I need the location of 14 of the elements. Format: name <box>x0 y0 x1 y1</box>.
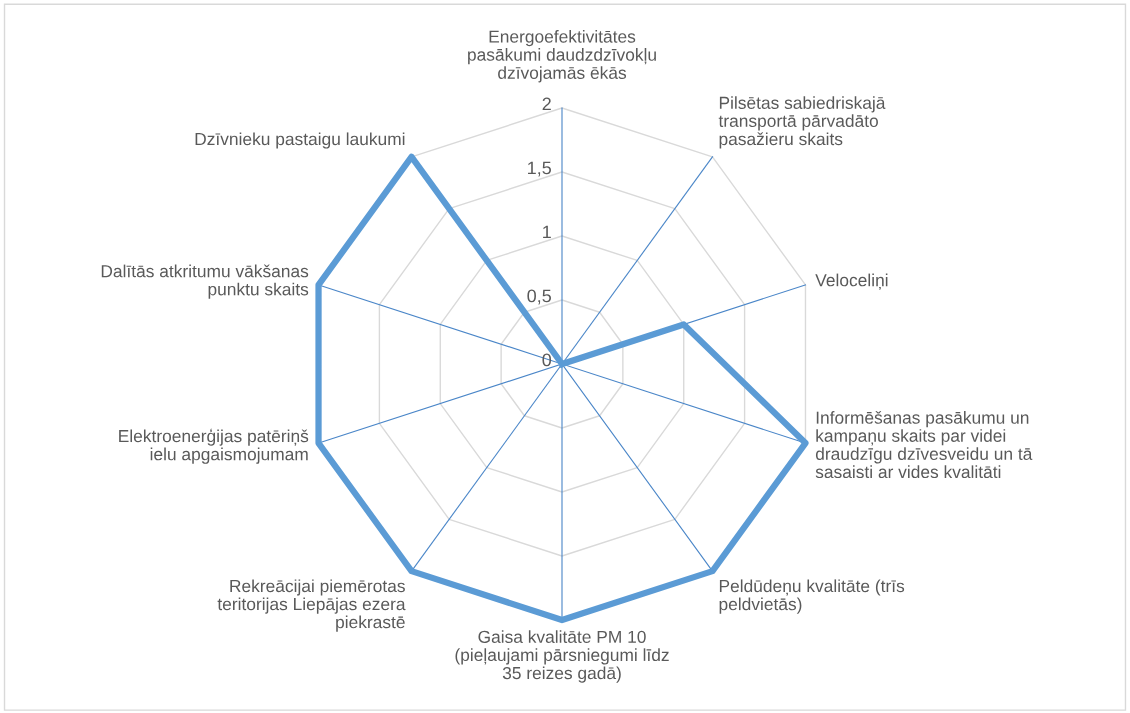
y-tick-label: 0,5 <box>527 289 552 305</box>
spoke-label: Energoefektivitātes pasākumi daudzdzīvokļu dzīvojamās ēkās <box>468 30 656 83</box>
y-tick-label: 2 <box>542 97 551 111</box>
spoke-label: Peldūdeņu kvalitāte (trīs peldvietās) <box>719 579 905 614</box>
spoke-label: Elektroenerģijas patēriņš ielu apgaismojumam <box>119 428 309 464</box>
y-tick-label: 1,5 <box>528 161 552 177</box>
spoke-label: Informēšanas pasākumu un kampaņu skaits par videi draudzīgu dzīvesveidu un tā sasaisti ar vides kvalitāti <box>815 411 1033 479</box>
spoke-label: Dalītās atkritumu vākšanas punktu skaits <box>101 264 309 299</box>
y-tick-label: 1 <box>543 225 551 239</box>
spoke-label: Gaisa kvalitāte PM 10 (pieļaujami pārsniegumi līdz 35 reizes gadā) <box>455 630 669 683</box>
spoke-label: Pilsētas sabiedriskajā transportā pārvadāto pasažieru skaits <box>718 96 886 149</box>
spoke-label: Rekreācijai piemērotas teritorijas Liepājas ezera piekrastē <box>217 579 406 632</box>
spoke-label: Veloceliņi <box>815 273 888 290</box>
spoke-label: Dzīvnieku pastaigu laukumi <box>195 132 405 149</box>
